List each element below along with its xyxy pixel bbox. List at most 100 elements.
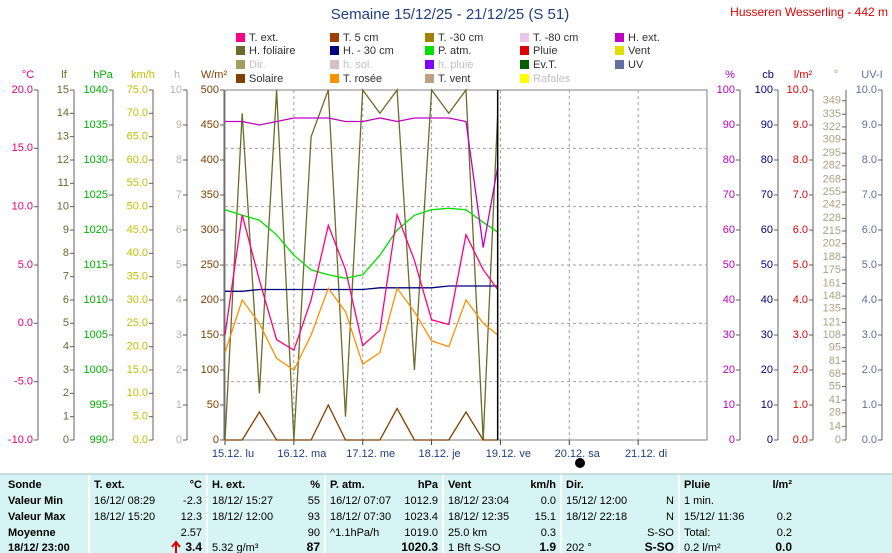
cell-text: 5.32 g/m³ [212,542,259,553]
y-tick-label: 14 [57,107,69,119]
y-tick-label: 400 [201,154,219,166]
y-tick-label: 4 [176,294,182,306]
series-line [225,117,499,248]
y-tick-label: 40.0 [127,247,148,259]
y-tick-label: 9 [63,224,69,236]
y-tick-label: 10.0 [127,387,148,399]
cell-value: S-SO [647,527,674,539]
y-tick-label: 1025 [84,189,108,201]
axis-label: UV-I [861,69,882,81]
y-tick-label: 322 [823,121,841,133]
y-tick-label: 50 [723,259,735,271]
y-tick-label: 65.0 [127,131,148,143]
cell-value: 0.0 [775,540,792,553]
series-line [225,403,498,441]
series-line [225,285,498,292]
y-tick-label: 30 [761,329,773,341]
cell-value: 3.4 [185,540,202,553]
y-tick-label: 10.0 [856,84,877,96]
y-tick-label: 15 [57,84,69,96]
cell-value: 0.0 [541,495,556,507]
y-tick-label: 268 [823,173,841,185]
row-label: Moyenne [8,527,56,539]
y-tick-label: 60 [761,224,773,236]
row-label: 18/12/ 23:00 [8,542,70,553]
y-tick-label: 9.0 [862,119,877,131]
y-tick-label: 6.0 [793,224,808,236]
legend-label: T. rosée [343,73,382,85]
y-tick-label: 350 [201,189,219,201]
cell-text: 18/12/ 12:35 [448,511,509,523]
cell-value: 1019.0 [404,527,438,539]
x-tick-label: 19.12. ve [486,448,531,460]
x-tick-label: 18.12. je [418,448,460,460]
y-tick-label: 5 [63,317,69,329]
axis-label: ° [834,69,838,81]
legend-swatch [520,74,529,83]
column-header: H. ext. [212,479,245,491]
axis-label: °C [22,69,34,81]
y-tick-label: 10 [761,399,773,411]
y-tick-label: 75.0 [127,84,148,96]
legend-swatch [425,46,434,55]
y-tick-label: 20 [761,364,773,376]
y-tick-label: 90 [761,119,773,131]
axis-label: h [174,69,180,81]
y-tick-label: 349 [823,95,841,107]
cell-text: 15/12/ 12:00 [566,495,627,507]
y-tick-label: 80 [761,154,773,166]
y-tick-label: 6 [176,224,182,236]
y-tick-label: 68 [829,368,841,380]
series-line [224,212,499,352]
y-tick-label: 1035 [84,119,108,131]
cell-value: 2.57 [181,527,202,539]
y-tick-label: 70.0 [127,107,148,119]
y-tick-label: 10 [57,201,69,213]
y-tick-label: 8 [63,247,69,259]
y-tick-label: 2 [176,364,182,376]
y-tick-label: 450 [201,119,219,131]
y-tick-label: 3.0 [793,329,808,341]
column-unit: l/m² [772,479,792,491]
cell-value: 0.2 [777,511,792,523]
legend-label: Vent [628,45,650,57]
legend-label: Solaire [249,73,283,85]
trend-arrow [171,540,181,553]
y-tick-label: 41 [829,394,841,406]
y-tick-label: 188 [823,251,841,263]
y-tick-label: 11 [58,177,69,189]
y-tick-label: 0.0 [18,317,33,329]
cell-text: 15/12/ 11:36 [684,511,744,523]
legend-swatch [236,33,245,42]
y-tick-label: 50.0 [127,201,148,213]
cell-value: 87 [307,540,321,553]
cell-text: 16/12/ 07:07 [330,495,391,507]
legend-swatch [236,74,245,83]
y-tick-label: 1.0 [793,399,808,411]
y-tick-label: 28 [829,407,841,419]
y-tick-label: 13 [57,131,69,143]
cell-text: 18/12/ 07:30 [330,511,391,523]
legend-label: T. ext. [249,32,278,44]
cell-text: Total: [684,527,710,539]
cell-value: 12.3 [181,511,202,523]
y-tick-label: 3 [176,329,182,341]
y-tick-label: 45.0 [127,224,148,236]
y-tick-label: 335 [823,108,841,120]
y-tick-label: 4 [63,341,69,353]
cell-value: 0.3 [541,527,556,539]
legend-swatch [520,46,529,55]
y-tick-label: 1010 [84,294,108,306]
cell-text: 25.0 km [448,527,487,539]
axis-label: W/m² [201,69,228,81]
legend-label: h. pluie [438,59,473,71]
cell-text: 18/12/ 15:20 [94,511,155,523]
legend-swatch [615,33,624,42]
legend-label: H. - 30 cm [343,45,394,57]
week-marker [575,458,585,468]
column-unit: % [310,479,320,491]
legend-swatch [330,74,339,83]
legend-label: Pluie [533,45,557,57]
y-tick-label: 1030 [84,154,108,166]
